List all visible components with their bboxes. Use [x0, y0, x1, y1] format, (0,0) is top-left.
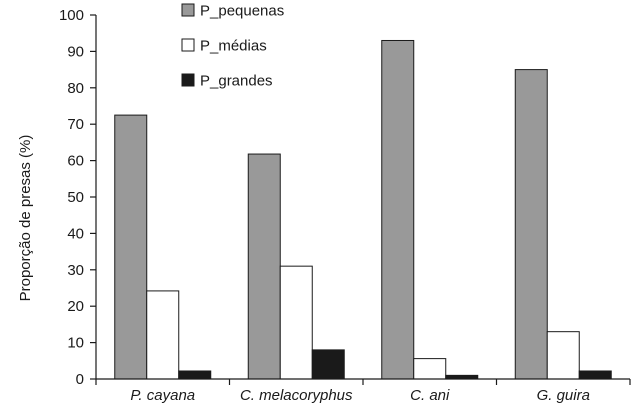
bar-1-1 [115, 115, 147, 379]
y-tick-label: 40 [67, 225, 84, 242]
x-category-label: P. cayana [130, 387, 195, 404]
y-tick-label: 0 [76, 371, 84, 388]
y-tick-label: 90 [67, 43, 84, 60]
bar-2-3 [414, 359, 446, 379]
legend-label: P_pequenas [200, 3, 284, 20]
y-axis: 0 10 20 30 40 50 60 70 80 90 100 [59, 7, 96, 388]
x-category-label: G. guira [537, 387, 590, 404]
y-tick-label: 60 [67, 153, 84, 170]
bar-1-3 [382, 40, 414, 379]
legend-swatch [182, 4, 194, 16]
y-tick-label: 30 [67, 262, 84, 279]
bars-group [115, 40, 612, 379]
y-axis-label: Proporção de presas (%) [17, 135, 34, 302]
bar-1-2 [248, 154, 280, 379]
bar-2-1 [147, 291, 179, 379]
y-tick-label: 70 [67, 116, 84, 133]
y-tick-label: 20 [67, 298, 84, 315]
x-category-label: C. ani [410, 387, 450, 404]
legend: P_pequenas P_médias P_grandes [182, 3, 284, 90]
y-tick-label: 50 [67, 189, 84, 206]
x-category-label: C. melacoryphus [240, 387, 353, 404]
y-tick-label: 10 [67, 335, 84, 352]
bar-2-2 [280, 266, 312, 379]
bar-3-1 [179, 371, 211, 379]
y-tick-label: 100 [59, 7, 84, 24]
legend-label: P_grandes [200, 73, 273, 90]
legend-swatch [182, 39, 194, 51]
legend-swatch [182, 74, 194, 86]
bar-1-4 [515, 70, 547, 379]
bar-3-2 [312, 350, 344, 379]
legend-label: P_médias [200, 38, 267, 55]
bar-2-4 [547, 332, 579, 379]
bar-3-4 [579, 371, 611, 379]
x-axis: P. cayana C. melacoryphus C. ani G. guira [96, 379, 630, 404]
y-tick-label: 80 [67, 80, 84, 97]
